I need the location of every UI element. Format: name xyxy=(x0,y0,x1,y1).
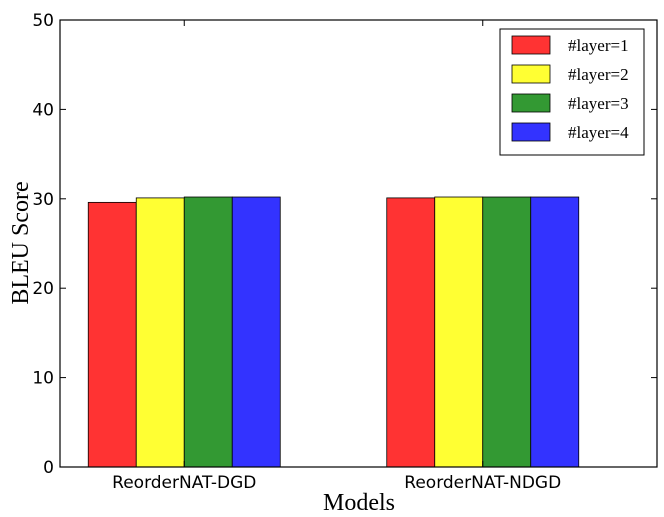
legend-label-3: #layer=3 xyxy=(568,94,629,113)
ticks-layer: 0 10 20 30 40 50 ReorderNAT-DGD ReorderNAT-NDGD xyxy=(32,11,657,493)
y-tick-label: 0 xyxy=(43,458,54,478)
legend-swatch-4 xyxy=(511,122,551,142)
y-tick-label: 30 xyxy=(32,190,54,210)
y-tick-label: 10 xyxy=(32,369,54,389)
bar-reordernat-dgd-2 xyxy=(135,197,185,468)
bar-reordernat-ndgd-3 xyxy=(482,196,532,468)
bar-reordernat-ndgd-2 xyxy=(434,196,484,468)
y-tick-label: 40 xyxy=(32,100,54,120)
bars-layer xyxy=(87,196,580,468)
bar-reordernat-dgd-4 xyxy=(231,196,281,468)
x-axis-label: Models xyxy=(323,490,395,516)
plot-frame xyxy=(59,19,658,468)
bar-reordernat-dgd-3 xyxy=(183,196,233,468)
legend-swatch-3 xyxy=(511,93,551,113)
legend-label-1: #layer=1 xyxy=(568,36,629,55)
bar-reordernat-dgd-1 xyxy=(87,201,137,468)
legend-label-4: #layer=4 xyxy=(568,123,629,142)
legend-swatch-1 xyxy=(511,35,551,55)
legend: #layer=1 #layer=2 #layer=3 #layer=4 xyxy=(499,28,645,156)
bar-reordernat-ndgd-1 xyxy=(386,197,436,468)
y-tick-label: 50 xyxy=(32,11,54,31)
y-axis-label: BLEU Score xyxy=(8,181,34,304)
legend-label-2: #layer=2 xyxy=(568,65,629,84)
bar-reordernat-ndgd-4 xyxy=(530,196,580,468)
y-tick-label: 20 xyxy=(32,279,54,299)
x-tick-label: ReorderNAT-DGD xyxy=(112,473,256,493)
legend-swatch-2 xyxy=(511,64,551,84)
x-tick-label: ReorderNAT-NDGD xyxy=(404,473,561,493)
